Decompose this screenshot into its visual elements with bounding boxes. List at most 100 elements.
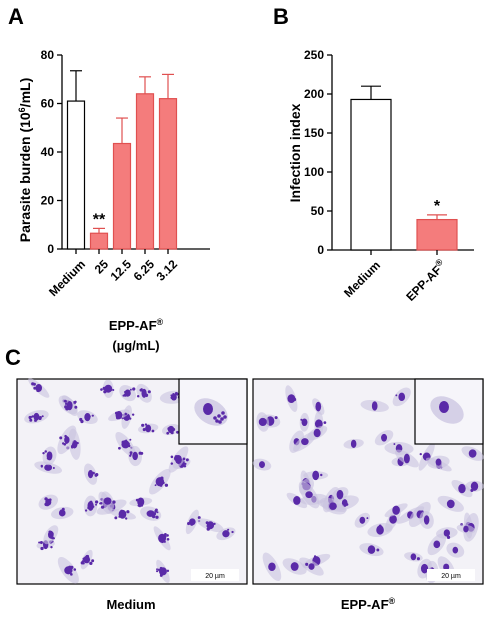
parasite-dot <box>42 451 45 455</box>
parasite-dot <box>119 514 122 518</box>
parasite-dot <box>62 510 65 514</box>
parasite-dot <box>124 412 127 416</box>
parasite-dot <box>46 457 50 460</box>
cell-nucleus <box>258 417 267 427</box>
inset-parasite-dot <box>218 420 222 424</box>
parasite-dot <box>32 382 36 386</box>
parasite-dot <box>395 394 398 397</box>
parasite-dot <box>106 388 110 392</box>
cell-nucleus <box>301 438 309 446</box>
parasite-dot <box>161 540 164 544</box>
cell-nucleus <box>470 481 479 491</box>
parasite-dot <box>61 507 65 511</box>
parasite-dot <box>159 574 163 577</box>
parasite-dot <box>300 418 303 421</box>
panel-a-y-tick-label: 80 <box>41 48 55 62</box>
parasite-dot <box>141 423 145 427</box>
parasite-dot <box>270 567 274 571</box>
parasite-dot <box>123 511 126 514</box>
parasite-dot <box>129 417 132 420</box>
cell-nucleus <box>301 418 308 427</box>
parasite-dot <box>133 456 137 460</box>
parasite-dot <box>74 405 78 409</box>
parasite-dot <box>313 555 317 558</box>
cell-nucleus <box>458 483 466 494</box>
parasite-dot <box>60 509 63 512</box>
parasite-dot <box>50 532 54 536</box>
parasite-dot <box>166 534 169 537</box>
parasite-dot <box>162 481 165 485</box>
parasite-dot <box>136 395 140 398</box>
parasite-dot <box>378 524 382 528</box>
parasite-dot <box>120 509 123 512</box>
parasite-dot <box>155 508 158 512</box>
parasite-dot <box>320 473 323 477</box>
parasite-dot <box>129 438 132 441</box>
parasite-dot <box>376 548 380 552</box>
panel-a-significance: ** <box>93 211 106 228</box>
parasite-dot <box>140 388 143 391</box>
parasite-dot <box>73 568 77 571</box>
parasite-dot <box>145 426 149 430</box>
parasite-dot <box>156 511 159 514</box>
parasite-dot <box>29 418 33 422</box>
micrograph-epp-af-scale-label: 20 µm <box>441 573 461 580</box>
parasite-dot <box>153 512 157 516</box>
parasite-dot <box>64 434 67 438</box>
micrograph-epp-af-inset-cell <box>430 396 464 424</box>
parasite-dot <box>448 501 452 505</box>
caption-medium: Medium <box>106 597 155 612</box>
cell-nucleus <box>64 436 70 444</box>
parasite-dot <box>183 465 187 468</box>
cell-nucleus <box>44 464 53 471</box>
micrograph-medium-inset-cell <box>194 398 228 426</box>
parasite-dot <box>89 561 93 566</box>
cell-nucleus <box>381 433 388 442</box>
parasite-dot <box>127 390 131 393</box>
parasite-dot <box>31 415 34 418</box>
parasite-dot <box>164 532 167 536</box>
parasite-dot <box>63 399 67 403</box>
panel-b-bar <box>350 98 392 251</box>
parasite-dot <box>231 530 234 534</box>
parasite-dot <box>213 522 216 526</box>
parasite-dot <box>147 390 151 394</box>
panel-b-y-tick-label: 200 <box>304 87 324 101</box>
parasite-dot <box>164 483 169 487</box>
cell-nucleus <box>410 553 417 561</box>
parasite-dot <box>33 386 37 390</box>
parasite-dot <box>176 430 179 434</box>
cell-nucleus <box>392 505 400 515</box>
parasite-dot <box>106 499 109 502</box>
parasite-dot <box>89 506 93 510</box>
parasite-dot <box>157 568 161 571</box>
parasite-dot <box>52 466 55 469</box>
parasite-dot <box>94 473 98 477</box>
cell-nucleus <box>403 453 410 464</box>
parasite-dot <box>70 573 73 576</box>
parasite-dot <box>132 387 136 391</box>
parasite-dot <box>159 538 162 541</box>
parasite-dot <box>146 428 150 432</box>
parasite-dot <box>45 467 48 470</box>
parasite-dot <box>39 540 43 545</box>
parasite-dot <box>70 446 74 449</box>
cell-nucleus <box>367 545 376 554</box>
parasite-dot <box>170 462 174 465</box>
parasite-dot <box>104 388 108 392</box>
parasite-dot <box>137 504 140 507</box>
panel-b-category-label: Medium <box>341 258 383 300</box>
parasite-dot <box>154 484 157 487</box>
parasite-dot <box>139 501 142 504</box>
parasite-dot <box>76 441 79 445</box>
parasite-dot <box>110 388 113 391</box>
panel-letter-b: B <box>273 4 289 29</box>
parasite-dot <box>89 471 92 475</box>
parasite-dot <box>174 391 179 396</box>
cell-nucleus <box>389 515 397 524</box>
parasite-dot <box>74 400 77 404</box>
parasite-dot <box>174 458 177 461</box>
inset-parasite-dot <box>217 414 221 418</box>
cell-nucleus <box>443 529 450 537</box>
